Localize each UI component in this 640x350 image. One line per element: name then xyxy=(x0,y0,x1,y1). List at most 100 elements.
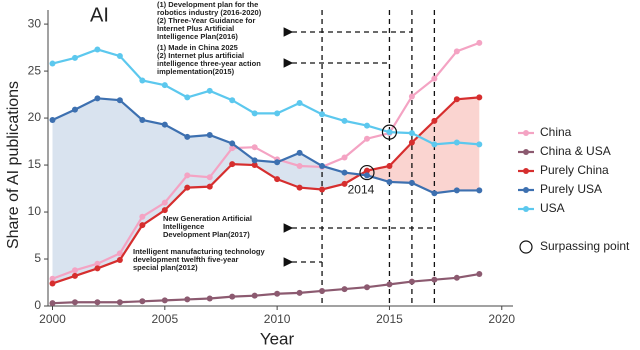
point xyxy=(274,290,281,297)
x-tick-label: 2015 xyxy=(376,312,403,326)
point xyxy=(476,187,483,194)
legend-label: China & USA xyxy=(540,144,611,158)
point xyxy=(341,154,348,161)
point xyxy=(71,299,78,306)
policy-text: Intelligence Plan(2016) xyxy=(157,32,238,41)
legend-label: Surpassing point xyxy=(540,239,630,253)
series-line xyxy=(52,41,480,280)
point xyxy=(116,299,123,306)
point xyxy=(453,96,460,103)
policy-text: (1) Development plan for the xyxy=(157,0,258,9)
point xyxy=(274,159,281,166)
legend-dot xyxy=(523,130,529,136)
point xyxy=(386,162,393,169)
point xyxy=(408,179,415,186)
legend-circle xyxy=(519,240,533,254)
point xyxy=(296,162,303,169)
point xyxy=(319,162,326,169)
point xyxy=(408,93,415,100)
series-line xyxy=(52,272,480,305)
point xyxy=(206,174,213,181)
policy-text: Intelligence xyxy=(163,222,204,231)
point xyxy=(251,162,258,169)
point xyxy=(206,295,213,302)
point xyxy=(431,141,438,148)
point xyxy=(386,178,393,185)
legend-dot xyxy=(523,168,529,174)
point xyxy=(296,149,303,156)
point xyxy=(296,184,303,191)
series-line xyxy=(52,48,480,146)
point xyxy=(49,280,56,287)
point xyxy=(49,300,56,307)
y-tick-label: 0 xyxy=(34,298,41,312)
point xyxy=(408,130,415,137)
legend-dot xyxy=(523,187,529,193)
point xyxy=(251,110,258,117)
point xyxy=(319,186,326,193)
surpassing-point xyxy=(381,124,398,140)
point xyxy=(94,46,101,53)
y-tick-label: 30 xyxy=(28,16,42,30)
point xyxy=(431,75,438,82)
point xyxy=(341,180,348,187)
point xyxy=(453,139,460,146)
policy-text: (1) Made in China 2025 xyxy=(157,43,238,52)
x-tick-label: 2020 xyxy=(488,312,515,326)
y-tick-label: 25 xyxy=(28,63,42,77)
point xyxy=(431,117,438,124)
point xyxy=(476,94,483,101)
point xyxy=(363,167,370,174)
point xyxy=(296,100,303,107)
point xyxy=(386,281,393,288)
point xyxy=(49,275,56,282)
series-line xyxy=(52,96,480,285)
point xyxy=(229,97,236,104)
surpassing-point xyxy=(359,164,375,181)
point xyxy=(453,274,460,281)
point xyxy=(161,297,168,304)
point xyxy=(184,296,191,303)
point xyxy=(363,122,370,129)
x-axis-label: Year xyxy=(260,329,295,348)
point xyxy=(49,116,56,123)
point xyxy=(139,77,146,84)
point xyxy=(431,190,438,197)
x-tick-label: 2010 xyxy=(264,312,291,326)
policy-text: special plan(2012) xyxy=(133,263,198,272)
point xyxy=(363,135,370,142)
point xyxy=(71,54,78,61)
point xyxy=(319,287,326,294)
point xyxy=(161,82,168,89)
y-tick-label: 5 xyxy=(34,251,41,265)
policy-text: Intelligent manufacturing technology xyxy=(133,247,266,256)
point xyxy=(71,267,78,274)
point xyxy=(94,95,101,102)
point xyxy=(184,94,191,101)
point xyxy=(206,183,213,190)
policy-text: (2) Three-Year Guidance for xyxy=(157,16,255,25)
point xyxy=(139,222,146,229)
surpassing-label: 2014 xyxy=(348,183,375,197)
policy-text: Development Plan(2017) xyxy=(163,230,250,239)
point xyxy=(251,292,258,299)
point xyxy=(229,145,236,152)
point xyxy=(274,110,281,117)
point xyxy=(229,161,236,168)
point xyxy=(94,299,101,306)
point xyxy=(296,289,303,296)
policy-text: New Generation Artificial xyxy=(163,214,252,223)
point xyxy=(341,286,348,293)
policy-text: intelligence three-year action xyxy=(157,59,261,68)
point xyxy=(161,121,168,128)
point xyxy=(476,141,483,148)
y-axis-label: Share of AI publications xyxy=(5,81,22,249)
point xyxy=(184,172,191,179)
legend-label: USA xyxy=(540,201,565,215)
point xyxy=(206,87,213,94)
point xyxy=(139,116,146,123)
point xyxy=(453,48,460,55)
x-tick-label: 2000 xyxy=(39,312,66,326)
point xyxy=(229,140,236,147)
